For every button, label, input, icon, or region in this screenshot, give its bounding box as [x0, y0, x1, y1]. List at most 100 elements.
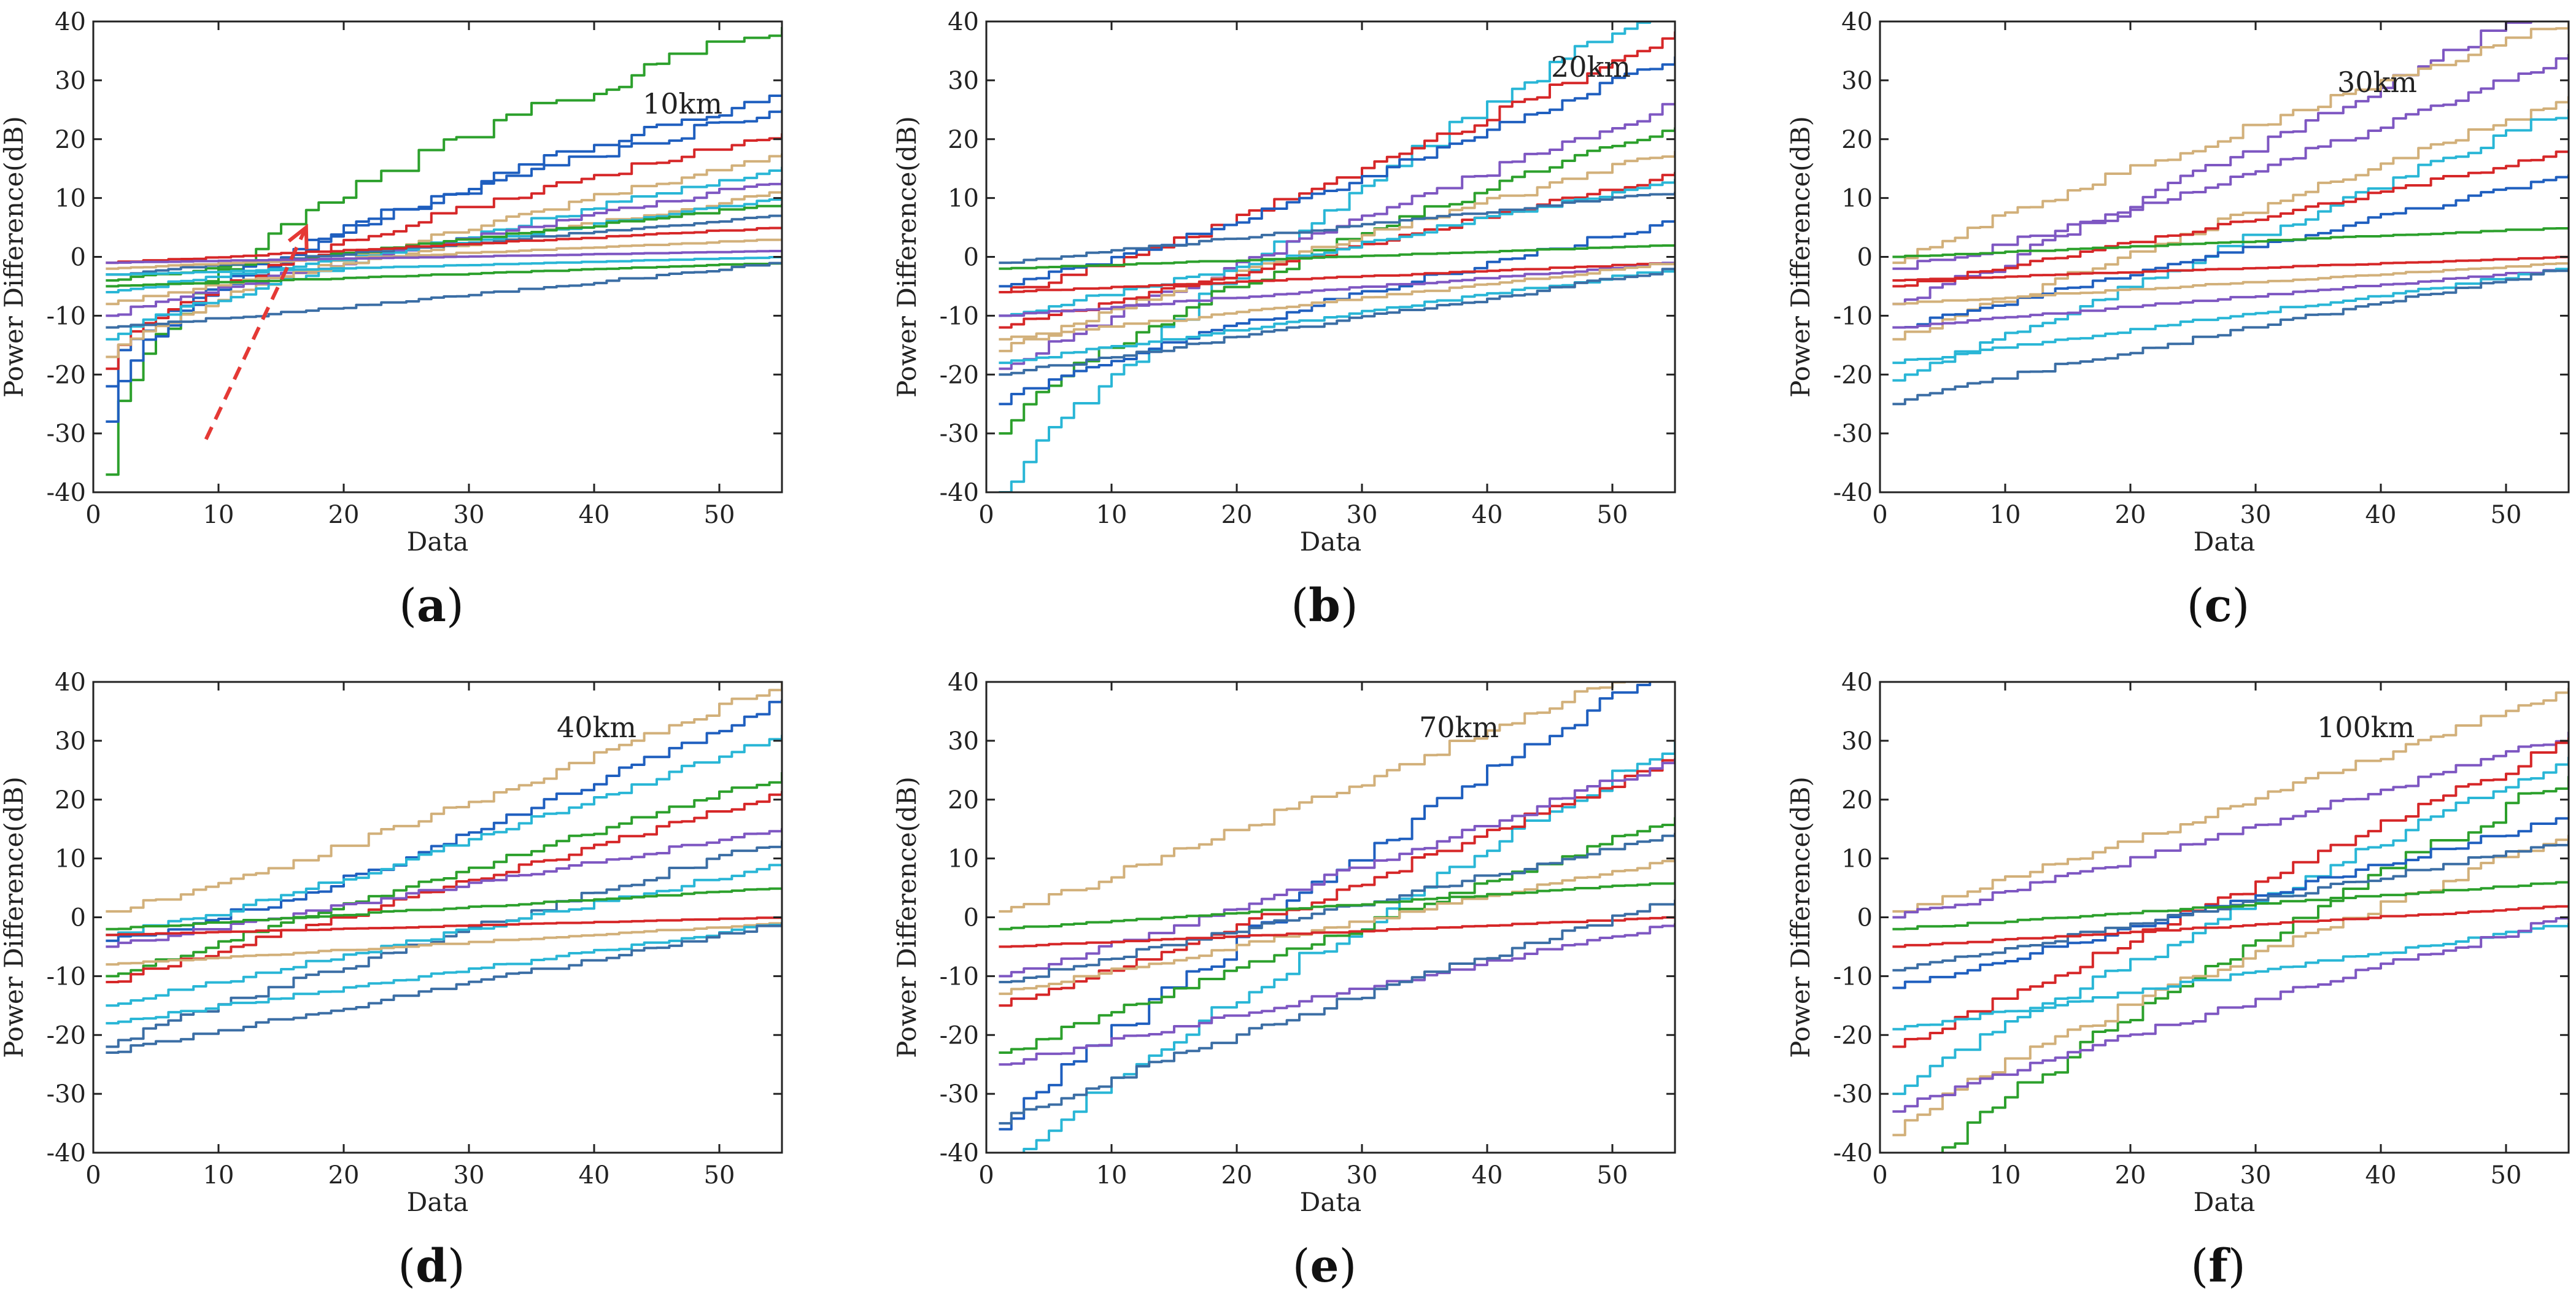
panel-f-series-line-s11: [1892, 923, 2569, 1031]
panel-d-ytick-label: -30: [47, 1080, 86, 1108]
panel-c-series-line-s3: [1892, 53, 2569, 270]
panel-b-xlabel: Data: [1300, 527, 1362, 557]
panel-d-ylabel: Power Difference(dB): [0, 776, 29, 1058]
panel-d-series-line-s12: [106, 922, 782, 1025]
panel-b-series-line-s15: [999, 268, 1675, 365]
panel-d-xtick-label: 0: [85, 1161, 101, 1190]
panel-c-xtick-label: 10: [1990, 501, 2021, 529]
panel-d-xtick-label: 50: [704, 1161, 735, 1190]
panel-b-xtick-label: 40: [1472, 501, 1503, 529]
panel-b-caption: (b): [1291, 579, 1358, 632]
panel-f-series-line-s12: [1892, 917, 2569, 1113]
panel-f-ytick-label: 40: [1841, 668, 1873, 697]
panel-d-series-line-s13: [106, 923, 782, 1054]
panel-a-arrow-head: [287, 223, 309, 250]
panel-f-series-line-s9: [1892, 881, 2569, 931]
panel-f-ylabel: Power Difference(dB): [1785, 776, 1816, 1058]
panel-a-xtick-label: 0: [85, 501, 101, 529]
panel-d-caption-letter: d: [416, 1240, 447, 1293]
panel-b-xtick-label: 30: [1347, 501, 1378, 529]
panel-a-series-line-s7: [106, 179, 782, 317]
panel-b-distance-label: 20km: [1551, 50, 1631, 83]
panel-d-distance-label: 40km: [557, 711, 636, 744]
panel-d-xlabel: Data: [407, 1187, 469, 1217]
panel-c-ytick-label: -30: [1833, 420, 1873, 448]
panel-c-distance-label: 30km: [2337, 66, 2417, 99]
panel-a-series-line-s15: [106, 256, 782, 276]
panel-f-ytick-label: 30: [1841, 727, 1873, 756]
panel-a-xtick-label: 40: [579, 501, 610, 529]
panel-e-series-line-s1: [999, 682, 1626, 913]
panel-a-series-line-s12: [106, 226, 782, 265]
panel-e-xtick-label: 50: [1597, 1161, 1628, 1190]
panel-b-series: [999, 21, 1675, 492]
panel-b-series-line-s14: [999, 261, 1675, 341]
panel-d-ytick-label: 20: [55, 786, 86, 814]
panel-f-series-line-s8: [1892, 840, 2569, 972]
panel-a-ytick-label: 40: [55, 8, 86, 36]
panel-f-series-line-s3: [1892, 737, 2569, 1048]
panel-c-ytick-label: 10: [1841, 185, 1873, 213]
panel-e-axes-frame: [985, 681, 1676, 1154]
panel-c-series-line-s2: [1892, 21, 2569, 265]
panel-f-xtick-label: 50: [2491, 1161, 2522, 1190]
panel-b: 0 10 20 30 40 50 -40 -30 -20 -10 0 10 20 30 40 Data Powe…: [892, 8, 1676, 632]
panel-f-xlabel: Data: [2194, 1187, 2256, 1217]
panel-e-xlabel: Data: [1300, 1187, 1362, 1217]
panel-b-xtick-label: 20: [1221, 501, 1253, 529]
panel-e-ytick-label: -10: [940, 962, 979, 991]
panel-d-series-line-s4: [106, 772, 782, 978]
panel-f-xtick-label: 40: [2365, 1161, 2397, 1190]
panel-a-caption: (a): [399, 579, 464, 632]
panel-c-series-line-s4: [1892, 96, 2569, 341]
panel-a-xtick-label: 30: [454, 501, 485, 529]
panel-b-series-line-s9: [999, 192, 1675, 265]
panel-d-series-line-s2: [106, 699, 782, 942]
panel-c-caption: (c): [2187, 579, 2250, 632]
panel-e-series-line-s11: [999, 923, 1675, 1066]
panel-f-series-line-s1: [1892, 687, 2569, 913]
panel-a-ytick-label: 30: [55, 67, 86, 95]
panel-e-series: [999, 682, 1675, 1153]
panel-f-series-line-s10: [1892, 905, 2569, 948]
panel-e-series-line-s7: [999, 832, 1675, 983]
panel-a-series-line-s4: [106, 133, 782, 370]
panel-a-distance-label: 10km: [643, 87, 722, 120]
panel-c-xlabel: Data: [2194, 527, 2256, 557]
panel-c-series-line-s7: [1892, 174, 2569, 329]
panel-b-ytick-label: -30: [940, 420, 979, 448]
panel-b-series-line-s16: [999, 268, 1675, 376]
panel-d-xtick-label: 30: [454, 1161, 485, 1190]
panel-d-series-line-s8: [106, 864, 782, 1007]
panel-a-ytick-label: 0: [71, 244, 86, 272]
panel-f-ytick-label: 10: [1841, 845, 1873, 873]
panel-a-ytick-label: -20: [47, 361, 86, 389]
panel-d-ytick-label: -40: [47, 1139, 86, 1167]
panel-c-series: [1892, 21, 2569, 406]
panel-a-ytick-label: -40: [47, 479, 86, 507]
panel-e-series-line-s12: [999, 899, 1675, 1125]
panel-a-dashed-arrow: [204, 226, 308, 440]
panel-e-ytick-label: -30: [940, 1080, 979, 1108]
panel-b-ytick-label: 40: [948, 8, 979, 36]
panel-c-axes-frame: [1879, 20, 2570, 493]
panel-e-xtick-label: 10: [1096, 1161, 1127, 1190]
panel-f-series-line-s5: [1941, 776, 2569, 1153]
panel-d-ytick-label: 30: [55, 727, 86, 756]
panel-e-caption-letter: e: [1310, 1240, 1339, 1293]
panel-e-series-line-s9: [999, 881, 1675, 931]
panel-a-ytick-label: -30: [47, 420, 86, 448]
panel-a-series-line-s17: [106, 261, 782, 329]
panel-f-distance-label: 100km: [2317, 711, 2415, 744]
panel-c-series-line-s5: [1892, 109, 2569, 382]
panel-c-xtick-label: 40: [2365, 501, 2397, 529]
panel-a-xtick-label: 10: [203, 501, 234, 529]
panel-a-ytick-label: 10: [55, 185, 86, 213]
panel-e-xtick-label: 20: [1221, 1161, 1253, 1190]
panel-d-caption: (d): [398, 1240, 465, 1293]
panel-c-ytick-label: 0: [1857, 244, 1873, 272]
panel-f-ytick-label: -10: [1833, 962, 1873, 991]
panel-f-ytick-label: -40: [1833, 1139, 1873, 1167]
